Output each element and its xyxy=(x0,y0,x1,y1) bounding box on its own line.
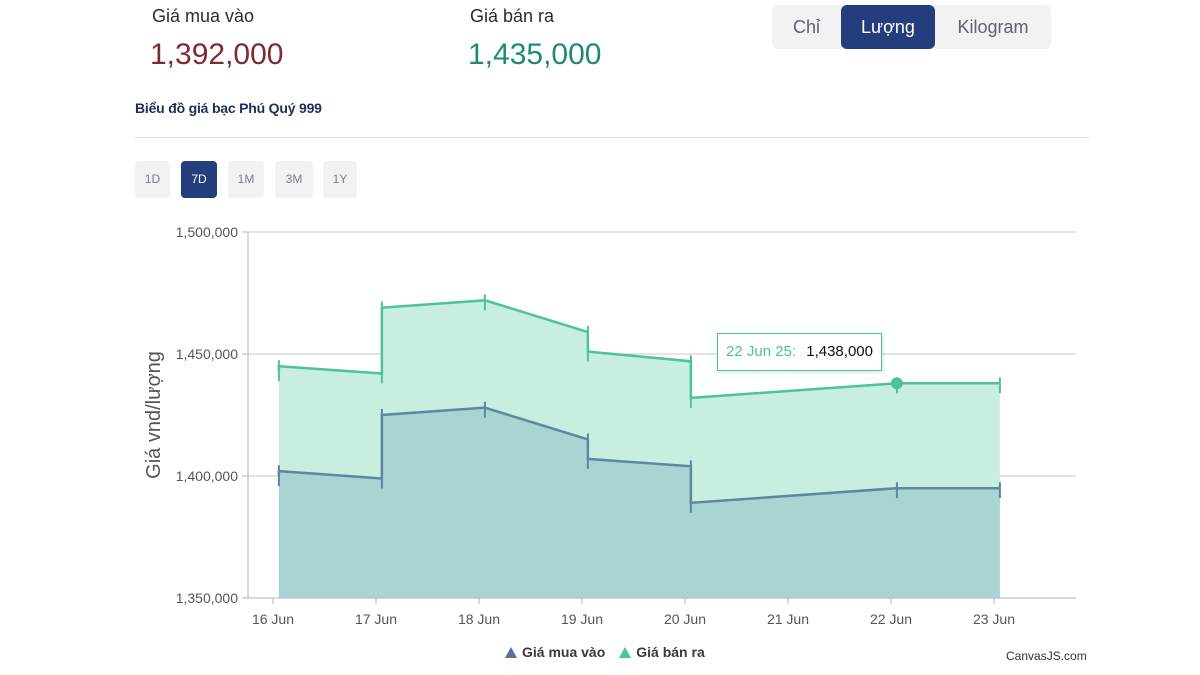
chart-credit: CanvasJS.com xyxy=(1006,649,1087,663)
legend-item-sell[interactable]: Giá bán ra xyxy=(619,644,705,660)
x-tick-label: 21 Jun xyxy=(767,611,809,627)
range-tab-1y[interactable]: 1Y xyxy=(323,161,357,198)
y-tick-label: 1,400,000 xyxy=(176,468,238,484)
triangle-icon xyxy=(619,646,632,658)
chart-title: Biểu đồ giá bạc Phú Quý 999 xyxy=(135,100,322,116)
y-tick-label: 1,450,000 xyxy=(176,346,238,362)
legend-label-sell: Giá bán ra xyxy=(636,644,705,660)
x-tick-label: 18 Jun xyxy=(458,611,500,627)
range-tab-3m[interactable]: 3M xyxy=(275,161,313,198)
x-tick-label: 20 Jun xyxy=(664,611,706,627)
x-tick-label: 17 Jun xyxy=(355,611,397,627)
unit-tab-chi[interactable]: Chỉ xyxy=(792,17,820,37)
sell-price-value: 1,435,000 xyxy=(468,38,602,71)
triangle-icon xyxy=(505,646,517,658)
tooltip-value: 1,438,000 xyxy=(806,343,873,360)
x-tick-label: 23 Jun xyxy=(973,611,1015,627)
range-tab-7d[interactable]: 7D xyxy=(181,161,217,198)
chart-tooltip: 22 Jun 25: 1,438,000 xyxy=(717,333,882,371)
legend-label-buy: Giá mua vào xyxy=(522,644,606,660)
unit-selector: Chỉ Lượng Kilogram xyxy=(772,5,1051,49)
x-tick-label: 22 Jun xyxy=(870,611,912,627)
x-tick-label: 16 Jun xyxy=(252,611,294,627)
y-axis-title: Giá vnd/lượng xyxy=(143,351,165,479)
range-tab-1d[interactable]: 1D xyxy=(135,161,170,198)
unit-tab-kilogram[interactable]: Kilogram xyxy=(957,17,1029,37)
chart-legend: Giá mua vào Giá bán ra xyxy=(505,644,705,660)
tooltip-date: 22 Jun 25: xyxy=(726,343,797,360)
range-tab-1m[interactable]: 1M xyxy=(228,161,264,198)
sell-price-label: Giá bán ra xyxy=(470,6,555,26)
highlight-marker xyxy=(890,377,903,390)
divider xyxy=(135,137,1089,138)
buy-price-value: 1,392,000 xyxy=(150,38,284,71)
area-buy xyxy=(278,407,1000,598)
buy-price-label: Giá mua vào xyxy=(152,6,255,26)
x-tick-label: 19 Jun xyxy=(561,611,603,627)
unit-tab-luong[interactable]: Lượng xyxy=(841,5,935,49)
y-tick-label: 1,500,000 xyxy=(176,224,238,240)
y-tick-label: 1,350,000 xyxy=(176,590,238,606)
legend-item-buy[interactable]: Giá mua vào xyxy=(505,644,605,660)
